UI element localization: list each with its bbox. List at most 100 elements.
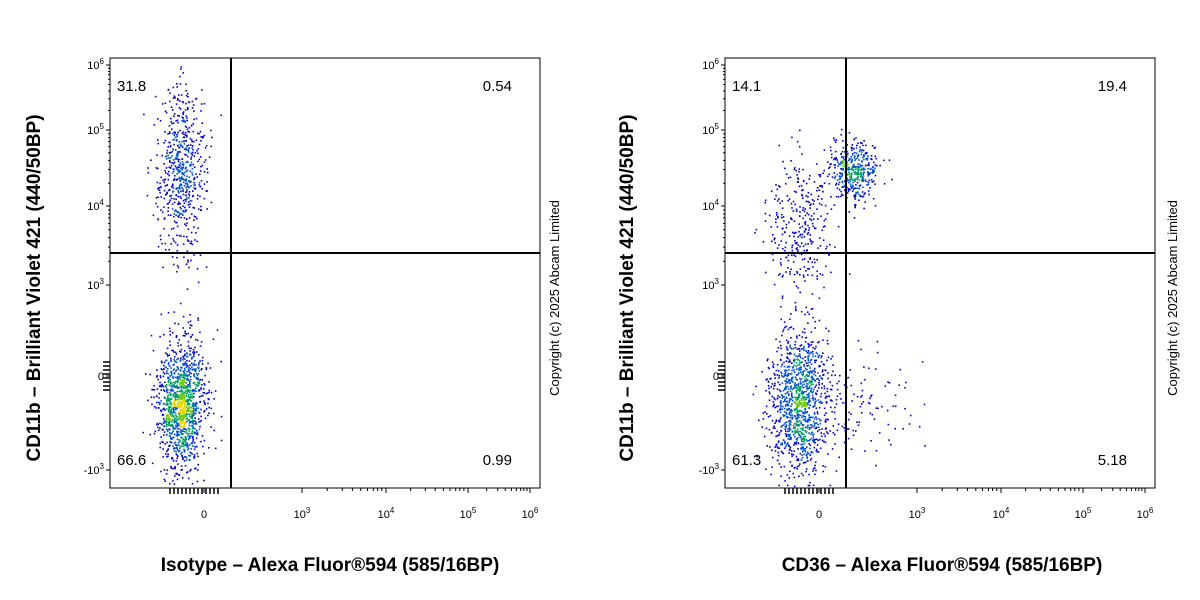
event-dot — [814, 320, 817, 323]
event-dot — [181, 132, 184, 135]
event-dot — [803, 249, 805, 252]
event-dot — [177, 131, 179, 134]
event-dot — [177, 424, 180, 426]
event-dot — [810, 242, 813, 245]
event-dot — [170, 151, 172, 154]
event-dot — [162, 371, 165, 374]
event-dot — [181, 419, 184, 421]
event-dot — [774, 374, 776, 376]
event-dot — [194, 420, 197, 423]
event-dot — [795, 424, 798, 427]
event-dot — [798, 423, 800, 426]
event-dot — [180, 366, 182, 369]
event-dot — [818, 340, 820, 343]
event-dot — [835, 195, 838, 198]
event-dot — [818, 319, 821, 322]
event-dot — [771, 383, 774, 385]
event-dot — [787, 433, 790, 436]
event-dot — [854, 187, 856, 189]
event-dot — [807, 484, 810, 487]
event-dot — [165, 473, 168, 475]
event-dot — [176, 478, 179, 481]
event-dot — [866, 157, 869, 159]
event-dot — [783, 231, 786, 233]
event-dot — [171, 419, 174, 421]
event-dot — [168, 384, 171, 387]
event-dot — [192, 437, 194, 439]
event-dot — [861, 149, 864, 151]
event-dot — [194, 417, 196, 419]
event-dot — [809, 404, 811, 407]
event-dot — [183, 431, 186, 433]
event-dot — [182, 370, 184, 373]
event-dot — [857, 169, 860, 171]
event-dot — [793, 387, 795, 389]
event-dot — [786, 444, 788, 446]
event-dot — [198, 364, 200, 366]
event-dot — [855, 158, 857, 160]
event-dot — [185, 218, 188, 220]
event-dot — [164, 403, 167, 406]
event-dot — [787, 199, 789, 202]
event-dot — [192, 123, 195, 125]
event-dot — [179, 413, 181, 415]
event-dot — [164, 381, 166, 384]
event-dot — [805, 368, 807, 370]
event-dot — [795, 431, 798, 434]
event-dot — [785, 411, 788, 414]
event-dot — [862, 174, 865, 176]
event-dot — [854, 198, 857, 200]
event-dot — [170, 413, 173, 415]
event-dot — [190, 156, 193, 159]
event-dot — [178, 411, 180, 413]
event-dot — [190, 468, 192, 471]
event-dot — [843, 384, 846, 386]
event-dot — [856, 154, 859, 157]
event-dot — [177, 422, 180, 425]
event-dot — [175, 434, 178, 436]
event-dot — [181, 190, 183, 192]
event-dot — [174, 241, 177, 244]
event-dot — [195, 139, 198, 141]
event-dot — [184, 401, 186, 404]
event-dot — [787, 408, 790, 410]
event-dot — [205, 392, 207, 395]
event-dot — [780, 258, 782, 261]
event-dot — [869, 172, 871, 174]
event-dot — [187, 385, 189, 388]
event-dot — [776, 446, 778, 448]
event-dot — [160, 410, 163, 413]
event-dot — [191, 419, 194, 422]
event-dot — [183, 140, 185, 143]
event-dot — [164, 110, 167, 113]
event-dot — [175, 424, 177, 427]
event-dot — [829, 146, 832, 149]
event-dot — [175, 415, 177, 417]
event-dot — [172, 436, 175, 439]
event-dot — [850, 187, 853, 189]
event-dot — [163, 373, 166, 375]
event-dot — [173, 240, 175, 242]
event-dot — [173, 201, 176, 204]
event-dot — [821, 378, 823, 380]
event-dot — [835, 139, 838, 141]
event-dot — [790, 387, 792, 390]
event-dot — [208, 381, 210, 383]
event-dot — [178, 151, 180, 153]
event-dot — [178, 374, 181, 377]
event-dot — [163, 333, 165, 336]
event-dot — [156, 423, 158, 426]
event-dot — [197, 373, 200, 375]
event-dot — [175, 369, 178, 371]
event-dot — [169, 144, 172, 147]
event-dot — [187, 332, 190, 335]
event-dot — [832, 425, 835, 427]
event-dot — [173, 405, 175, 407]
event-dot — [183, 364, 186, 366]
event-dot — [176, 83, 178, 85]
event-dot — [775, 405, 778, 408]
event-dot — [178, 146, 180, 149]
event-dot — [782, 389, 785, 392]
event-dot — [196, 431, 199, 434]
event-dot — [856, 174, 859, 176]
